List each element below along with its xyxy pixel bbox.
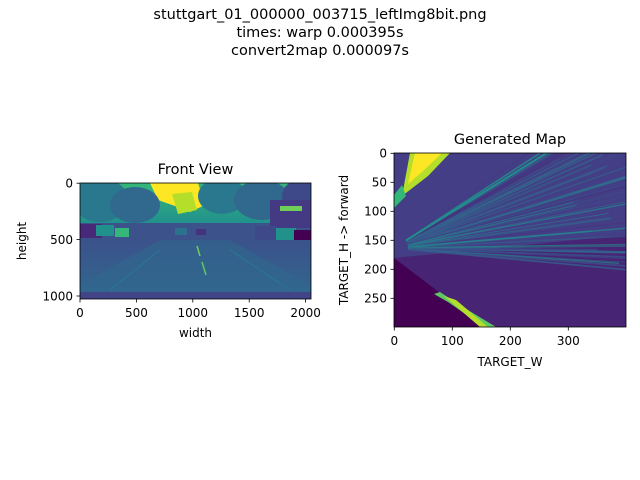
generated-map-y-tick-label-100: 100 <box>364 205 387 219</box>
generated-map-x-tick-label-300: 300 <box>557 334 580 348</box>
generated-map-x-tick-label-0: 0 <box>390 334 398 348</box>
map-ray-streak <box>407 203 626 247</box>
map-ray-streak <box>406 153 623 244</box>
map-ray-streak <box>406 154 603 244</box>
map-ray-streak <box>407 204 577 246</box>
front-view-y-tick-label-0: 0 <box>65 177 73 191</box>
generated-map-y-tick-label-0: 0 <box>379 147 387 161</box>
map-ray-streak <box>405 153 542 241</box>
map-ray-streak <box>407 217 612 248</box>
map-ray-streak <box>407 247 626 258</box>
front-view-image <box>80 183 311 299</box>
map-ray-streak <box>407 190 577 245</box>
front-view-x-tick-label-500: 500 <box>125 306 148 320</box>
generated-map-rays <box>404 153 626 271</box>
front-view-x-tick-label-2000: 2000 <box>290 306 321 320</box>
map-ray-streak <box>405 153 549 242</box>
map-ray-streak <box>407 248 626 271</box>
front-view-frame <box>79 182 312 300</box>
map-ray-streak <box>407 201 626 246</box>
map-ray-streak <box>407 235 626 249</box>
figure-suptitle-line-2: times: warp 0.000395s <box>236 25 404 41</box>
map-ray-streak <box>404 153 534 241</box>
map-ray-streak <box>407 248 626 267</box>
generated-map-y-axis-label: TARGET_H -> forward <box>337 175 351 306</box>
front-view-y-axis-label: height <box>15 222 29 261</box>
generated-map-x-axis-label: TARGET_W <box>476 355 542 369</box>
map-ray-streak <box>407 213 609 247</box>
figure-suptitle-line-1: stuttgart_01_000000_003715_leftImg8bit.p… <box>153 7 487 23</box>
front-view-x-axis-label: width <box>179 326 212 340</box>
figure-suptitle-line-3: convert2map 0.000097s <box>231 43 409 59</box>
map-ray-streak <box>407 247 626 260</box>
map-ray-streak <box>407 185 626 246</box>
map-ray-streak <box>407 183 626 246</box>
front-view-x-tick-label-1500: 1500 <box>234 306 265 320</box>
generated-map-x-ticks <box>393 327 569 331</box>
generated-map-y-tick-label-50: 50 <box>372 176 387 190</box>
map-ray-streak <box>407 247 598 251</box>
front-view-x-tick-label-1000: 1000 <box>178 306 209 320</box>
map-ray-streak <box>406 153 580 242</box>
map-ray-streak <box>407 243 626 249</box>
front-view-axes: Front View <box>15 162 321 340</box>
map-ray-streak <box>407 201 574 245</box>
map-ray-streak <box>406 153 591 243</box>
front-view-y-tick-label-1000: 1000 <box>42 290 73 304</box>
front-view-y-tick-label-500: 500 <box>50 233 73 247</box>
front-view-y-ticks <box>76 182 80 297</box>
map-ray-streak <box>407 248 626 263</box>
front-view-title: Front View <box>158 162 234 178</box>
map-ray-streak <box>407 195 626 246</box>
generated-map-x-tick-label-200: 200 <box>499 334 522 348</box>
generated-map-axes: Generated Map 0 100 200 <box>337 132 627 369</box>
generated-map-title: Generated Map <box>454 132 566 148</box>
generated-map-y-ticks <box>390 152 394 299</box>
map-ray-streak <box>407 227 626 248</box>
generated-map-y-tick-label-150: 150 <box>364 234 387 248</box>
front-view-x-ticks <box>79 299 307 303</box>
map-ray-streak <box>407 221 626 248</box>
map-ray-streak <box>405 153 561 242</box>
front-view-x-tick-label-0: 0 <box>76 306 84 320</box>
generated-map-y-tick-label-250: 250 <box>364 292 387 306</box>
map-ray-streak <box>406 165 608 244</box>
map-ray-streak <box>407 244 626 249</box>
map-ray-streak <box>407 166 626 244</box>
generated-map-x-tick-label-100: 100 <box>441 334 464 348</box>
map-ray-streak <box>407 190 626 246</box>
generated-map-y-tick-label-200: 200 <box>364 263 387 277</box>
